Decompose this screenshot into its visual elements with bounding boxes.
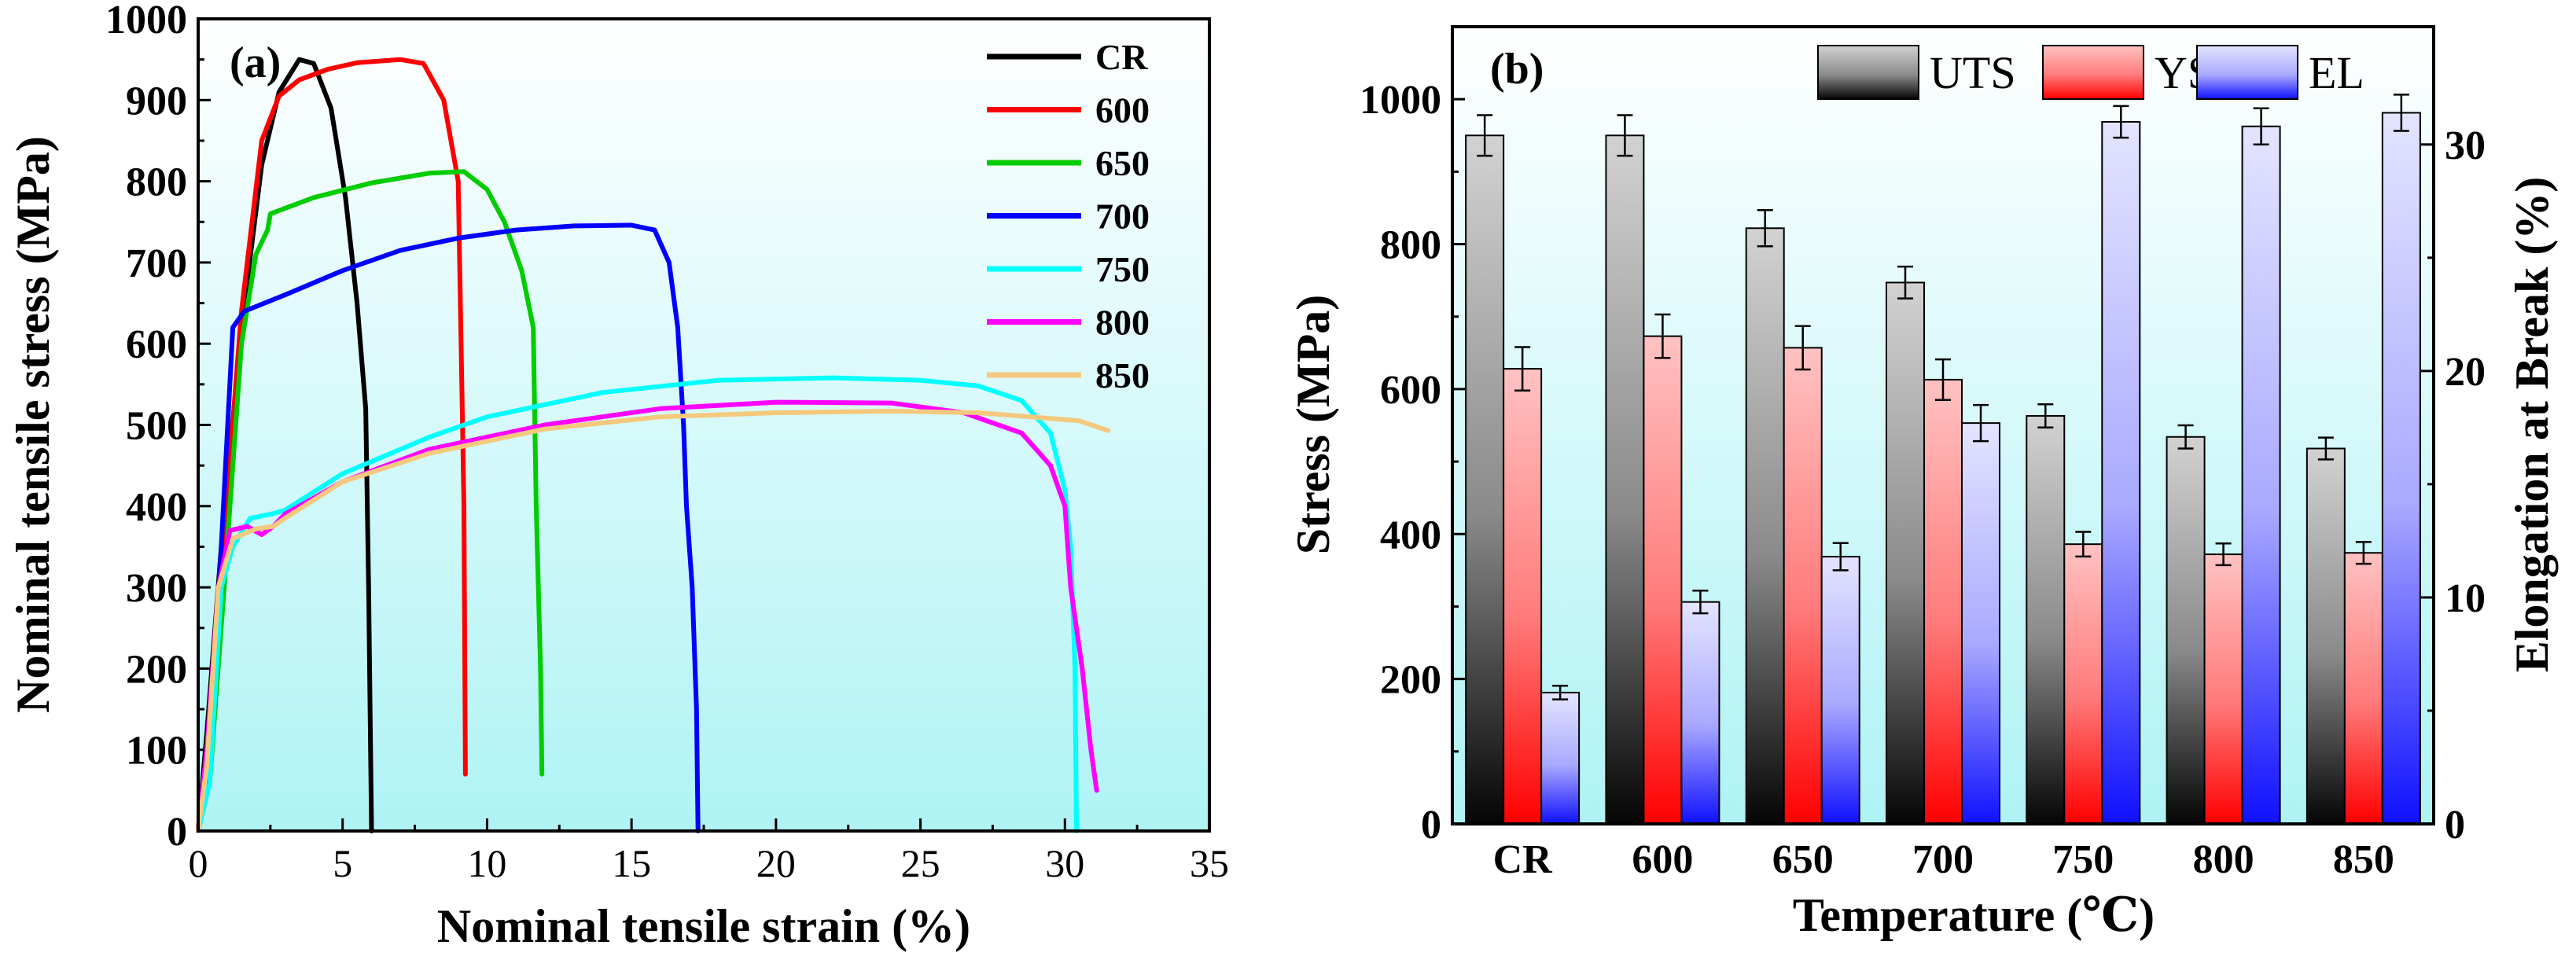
x-tick-label: 30 <box>1045 841 1084 885</box>
x-tick-label: 35 <box>1190 841 1229 885</box>
legend-label-800: 800 <box>1095 303 1150 343</box>
bar-YS-650 <box>1783 347 1823 825</box>
y2-tick-label: 10 <box>2445 576 2486 621</box>
y-tick-label: 400 <box>1380 513 1441 557</box>
legend-label-EL: EL <box>2309 47 2364 98</box>
panel-b-legend: UTS YS EL <box>1817 45 2364 100</box>
bar-YS-CR <box>1503 368 1543 825</box>
bar-UTS-800 <box>2166 436 2206 825</box>
bar-UTS-850 <box>2306 447 2346 825</box>
panel-b: 0 200 400 600 800 1000 0 10 20 30 CR 600 650 700 750 80… <box>1287 25 2558 941</box>
bar-UTS-700 <box>1886 281 1925 825</box>
y-tick-label: 200 <box>1380 658 1441 703</box>
x-tick-label: 25 <box>901 841 940 885</box>
bar-EL-750 <box>2101 120 2141 825</box>
panel-a-series <box>196 57 1111 833</box>
x-tick-label: 600 <box>1632 837 1693 882</box>
y-tick-label: 800 <box>1380 223 1441 268</box>
series-line-650 <box>196 169 545 833</box>
panel-a-y-axis-title: Nominal tensile stress (MPa) <box>7 136 59 713</box>
x-tick-label: CR <box>1493 837 1554 882</box>
x-tick-label: 0 <box>189 841 208 885</box>
bar-UTS-750 <box>2026 415 2066 825</box>
y-tick-label: 100 <box>126 729 187 774</box>
y2-tick-label: 30 <box>2445 123 2486 168</box>
series-line-600 <box>196 57 468 833</box>
x-tick-label: 20 <box>756 841 796 885</box>
y-tick-label: 400 <box>126 485 187 530</box>
y2-tick-label: 20 <box>2445 350 2486 395</box>
bar-YS-850 <box>2343 552 2383 825</box>
y-tick-label: 500 <box>126 404 187 449</box>
x-tick-label: 5 <box>333 841 352 885</box>
bar-YS-750 <box>2063 543 2103 825</box>
y-tick-label: 200 <box>126 647 187 692</box>
panel-a-frame <box>197 17 1211 833</box>
legend-label-700: 700 <box>1095 197 1150 237</box>
panel-b-frame <box>1451 25 2435 825</box>
panel-a-legend: CR 600 650 700 750 800 850 <box>987 37 1150 395</box>
panel-b-ticks: 0 200 400 600 800 1000 0 10 20 30 CR 600 650 700 750 80… <box>1360 78 2486 882</box>
panel-b-y2-axis-title: Elongation at Break (%) <box>2506 177 2558 673</box>
x-tick-label: 750 <box>2052 837 2114 882</box>
bar-YS-700 <box>1923 378 1963 825</box>
legend-label-650: 650 <box>1095 143 1150 183</box>
panel-b-y-axis-title: Stress (MPa) <box>1287 295 1339 554</box>
x-tick-label: 850 <box>2333 837 2394 882</box>
bar-YS-800 <box>2203 553 2243 825</box>
bar-UTS-CR <box>1465 134 1505 825</box>
bar-EL-850 <box>2381 112 2421 825</box>
y-tick-label: 600 <box>126 322 187 367</box>
bar-YS-600 <box>1643 335 1683 825</box>
y-tick-label: 800 <box>126 160 187 205</box>
y-tick-label: 1000 <box>1360 78 1441 123</box>
legend-label-750: 750 <box>1095 249 1150 289</box>
panel-b-label: (b) <box>1490 45 1544 94</box>
x-tick-label: 650 <box>1772 837 1834 882</box>
legend-swatch-UTS <box>1817 45 1919 100</box>
y2-tick-label: 0 <box>2445 803 2465 848</box>
bar-EL-600 <box>1680 601 1720 825</box>
legend-swatch-YS <box>2042 45 2144 100</box>
x-tick-label: 10 <box>467 841 506 885</box>
panel-a-label: (a) <box>230 39 281 87</box>
legend-label-UTS: UTS <box>1930 47 2016 98</box>
legend-label-CR: CR <box>1095 37 1148 77</box>
bar-EL-700 <box>1961 422 2000 825</box>
series-line-800 <box>196 399 1099 833</box>
x-tick-label: 800 <box>2193 837 2254 882</box>
y-tick-label: 600 <box>1380 368 1441 413</box>
x-tick-label: 15 <box>612 841 651 885</box>
panel-b-x-axis-title: Temperature (℃) <box>1793 889 2155 941</box>
y-tick-label: 0 <box>167 810 187 855</box>
y-tick-label: 300 <box>126 566 187 611</box>
bar-EL-800 <box>2241 125 2281 825</box>
y-tick-label: 900 <box>126 79 187 123</box>
legend-label-850: 850 <box>1095 355 1150 395</box>
panel-b-bars <box>1465 94 2421 825</box>
panel-a-ticks: 0 5 10 15 20 25 30 35 0 100 200 300 400 500 600 700 800 9… <box>105 0 1229 885</box>
bar-UTS-600 <box>1605 134 1645 825</box>
y-tick-label: 1000 <box>105 0 187 42</box>
panel-a: 0 5 10 15 20 25 30 35 0 100 200 300 400 500 600 700 800 9… <box>7 0 1229 952</box>
y-tick-label: 0 <box>1421 803 1441 848</box>
series-line-700 <box>196 222 701 833</box>
x-tick-label: 700 <box>1912 837 1974 882</box>
bar-UTS-650 <box>1745 227 1785 825</box>
bar-EL-650 <box>1820 556 1860 825</box>
series-line-850 <box>196 408 1111 833</box>
y-tick-label: 700 <box>126 241 187 286</box>
bar-EL-CR <box>1540 691 1581 825</box>
legend-swatch-EL <box>2196 45 2298 100</box>
panel-a-plot-background <box>198 19 1209 831</box>
panel-a-x-axis-title: Nominal tensile strain (%) <box>437 900 970 952</box>
legend-label-600: 600 <box>1095 90 1150 131</box>
